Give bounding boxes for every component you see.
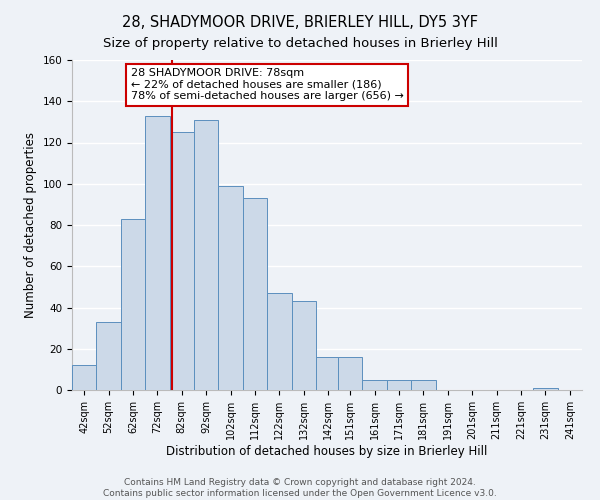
X-axis label: Distribution of detached houses by size in Brierley Hill: Distribution of detached houses by size …	[166, 444, 488, 458]
Bar	[338, 357, 362, 390]
Bar	[267, 293, 292, 390]
Bar	[72, 365, 97, 390]
Text: Size of property relative to detached houses in Brierley Hill: Size of property relative to detached ho…	[103, 38, 497, 51]
Bar	[121, 219, 145, 390]
Bar	[387, 380, 411, 390]
Bar	[316, 357, 338, 390]
Bar	[170, 132, 194, 390]
Bar	[218, 186, 243, 390]
Bar	[292, 302, 316, 390]
Bar	[194, 120, 218, 390]
Text: 28, SHADYMOOR DRIVE, BRIERLEY HILL, DY5 3YF: 28, SHADYMOOR DRIVE, BRIERLEY HILL, DY5 …	[122, 15, 478, 30]
Bar	[533, 388, 557, 390]
Bar	[362, 380, 387, 390]
Bar	[97, 322, 121, 390]
Bar	[145, 116, 170, 390]
Text: 28 SHADYMOOR DRIVE: 78sqm
← 22% of detached houses are smaller (186)
78% of semi: 28 SHADYMOOR DRIVE: 78sqm ← 22% of detac…	[131, 68, 404, 102]
Y-axis label: Number of detached properties: Number of detached properties	[24, 132, 37, 318]
Bar	[411, 380, 436, 390]
Bar	[243, 198, 267, 390]
Text: Contains HM Land Registry data © Crown copyright and database right 2024.
Contai: Contains HM Land Registry data © Crown c…	[103, 478, 497, 498]
